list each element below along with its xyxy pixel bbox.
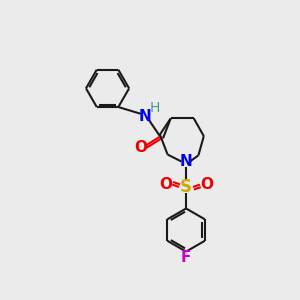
Text: S: S xyxy=(180,178,192,196)
Text: O: O xyxy=(200,177,213,192)
Text: N: N xyxy=(138,109,151,124)
Text: O: O xyxy=(159,177,172,192)
Text: H: H xyxy=(150,101,160,116)
Text: O: O xyxy=(134,140,147,155)
Text: N: N xyxy=(180,154,193,169)
Text: F: F xyxy=(181,250,191,265)
